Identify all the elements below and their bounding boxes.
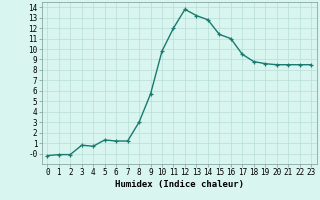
X-axis label: Humidex (Indice chaleur): Humidex (Indice chaleur) <box>115 180 244 189</box>
